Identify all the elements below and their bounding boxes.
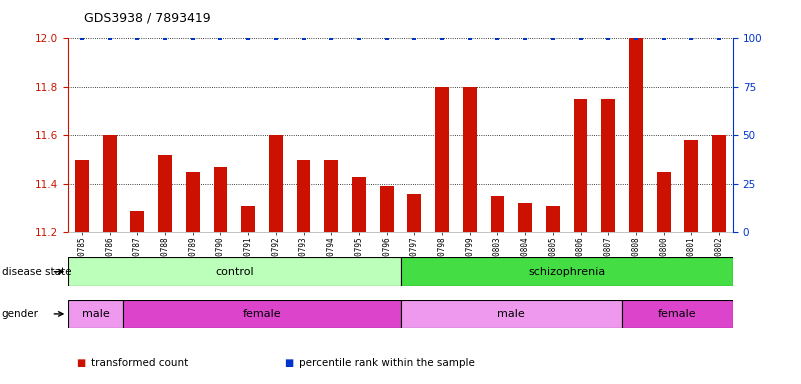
Bar xyxy=(622,300,733,328)
Point xyxy=(352,35,365,41)
Text: ■: ■ xyxy=(284,358,294,368)
Point xyxy=(685,35,698,41)
Point xyxy=(159,35,171,41)
Text: gender: gender xyxy=(2,309,38,319)
Bar xyxy=(241,206,255,232)
Bar xyxy=(352,177,366,232)
Bar xyxy=(684,140,698,232)
Text: schizophrenia: schizophrenia xyxy=(528,266,606,277)
Bar xyxy=(657,172,670,232)
Text: percentile rank within the sample: percentile rank within the sample xyxy=(299,358,475,368)
Bar xyxy=(296,160,311,232)
Bar xyxy=(68,300,123,328)
Bar xyxy=(400,257,733,286)
Bar xyxy=(324,160,338,232)
Bar xyxy=(546,206,560,232)
Bar xyxy=(380,186,393,232)
Text: male: male xyxy=(82,309,110,319)
Point xyxy=(187,35,199,41)
Point xyxy=(519,35,532,41)
Bar xyxy=(400,300,622,328)
Point xyxy=(325,35,338,41)
Bar xyxy=(186,172,199,232)
Bar xyxy=(103,136,117,232)
Point xyxy=(242,35,255,41)
Bar xyxy=(214,167,227,232)
Text: disease state: disease state xyxy=(2,266,71,277)
Text: female: female xyxy=(658,309,697,319)
Text: ■: ■ xyxy=(76,358,86,368)
Bar xyxy=(408,194,421,232)
Point xyxy=(214,35,227,41)
Bar xyxy=(602,99,615,232)
Point xyxy=(380,35,393,41)
Bar xyxy=(435,87,449,232)
Point xyxy=(574,35,587,41)
Bar xyxy=(123,300,400,328)
Bar xyxy=(131,210,144,232)
Bar xyxy=(712,136,726,232)
Point xyxy=(491,35,504,41)
Point xyxy=(658,35,670,41)
Text: control: control xyxy=(215,266,254,277)
Bar xyxy=(269,136,283,232)
Bar xyxy=(68,257,400,286)
Text: GDS3938 / 7893419: GDS3938 / 7893419 xyxy=(84,12,211,25)
Point xyxy=(463,35,476,41)
Point xyxy=(75,35,88,41)
Point xyxy=(269,35,282,41)
Point xyxy=(297,35,310,41)
Point xyxy=(602,35,614,41)
Point xyxy=(436,35,449,41)
Bar xyxy=(75,160,89,232)
Point xyxy=(713,35,726,41)
Bar xyxy=(574,99,587,232)
Point xyxy=(103,35,116,41)
Bar xyxy=(518,203,532,232)
Text: female: female xyxy=(243,309,281,319)
Bar xyxy=(463,87,477,232)
Bar xyxy=(158,155,172,232)
Bar xyxy=(629,38,643,232)
Point xyxy=(131,35,143,41)
Bar xyxy=(490,196,505,232)
Point xyxy=(546,35,559,41)
Point xyxy=(408,35,421,41)
Point xyxy=(630,35,642,41)
Text: transformed count: transformed count xyxy=(91,358,187,368)
Text: male: male xyxy=(497,309,525,319)
